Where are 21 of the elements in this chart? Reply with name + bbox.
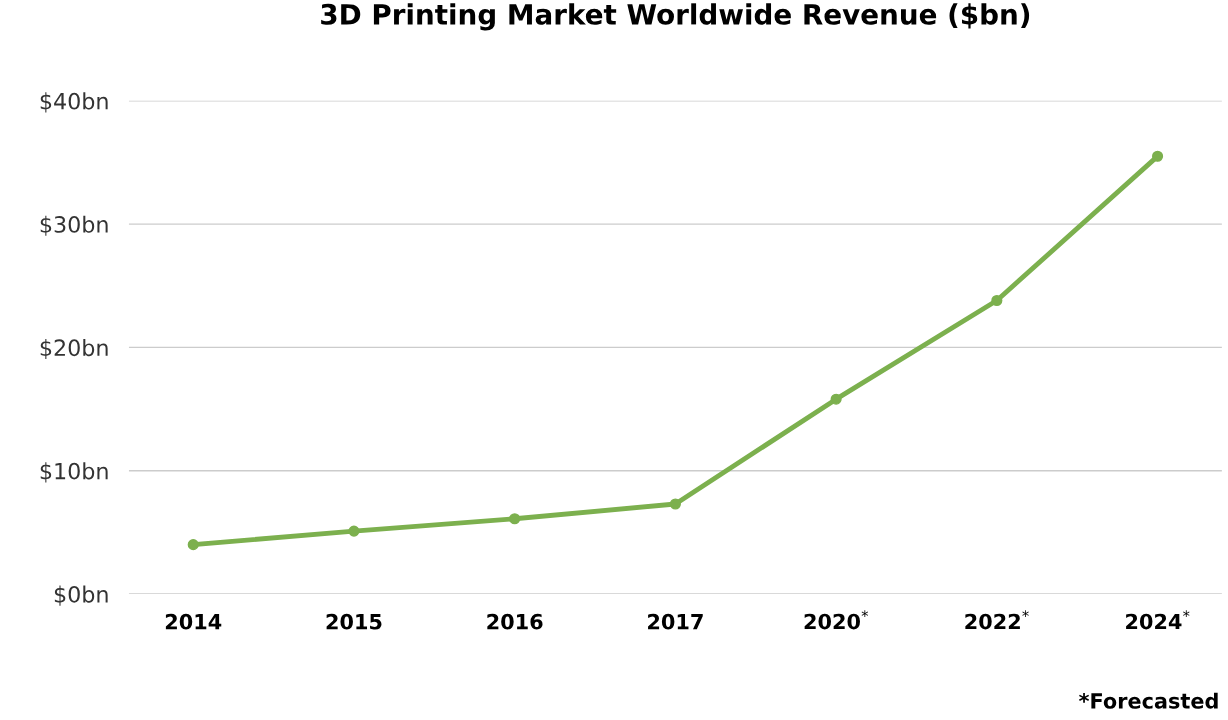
point — [348, 525, 360, 537]
point — [991, 294, 1003, 307]
x-tick-label: 2015 — [326, 613, 382, 630]
point — [509, 513, 521, 525]
x-tick-label: 2017 — [648, 613, 703, 630]
chart-title: 3D Printing Market Worldwide Revenue ($bn) — [321, 3, 1030, 31]
point — [669, 498, 681, 510]
y-tick-label: $10bn — [40, 462, 108, 483]
point — [1152, 150, 1164, 162]
x-tick-label: 2024$^{*}$ — [1126, 610, 1190, 630]
x-tick-label: 2014 — [165, 613, 222, 630]
y-tick-label: $0bn — [54, 585, 108, 606]
y-tick-label: $40bn — [40, 92, 108, 113]
point — [830, 393, 842, 405]
x-tick-label: 2022$^{*}$ — [965, 610, 1029, 630]
y-tick-label: $30bn — [40, 215, 108, 236]
point — [187, 539, 199, 551]
x-tick-label: 2016 — [487, 613, 543, 630]
text: *Forecasted — [1079, 692, 1218, 709]
y-tick-label: $20bn — [40, 338, 108, 360]
x-tick-label: 2020$^{*}$ — [804, 610, 869, 630]
